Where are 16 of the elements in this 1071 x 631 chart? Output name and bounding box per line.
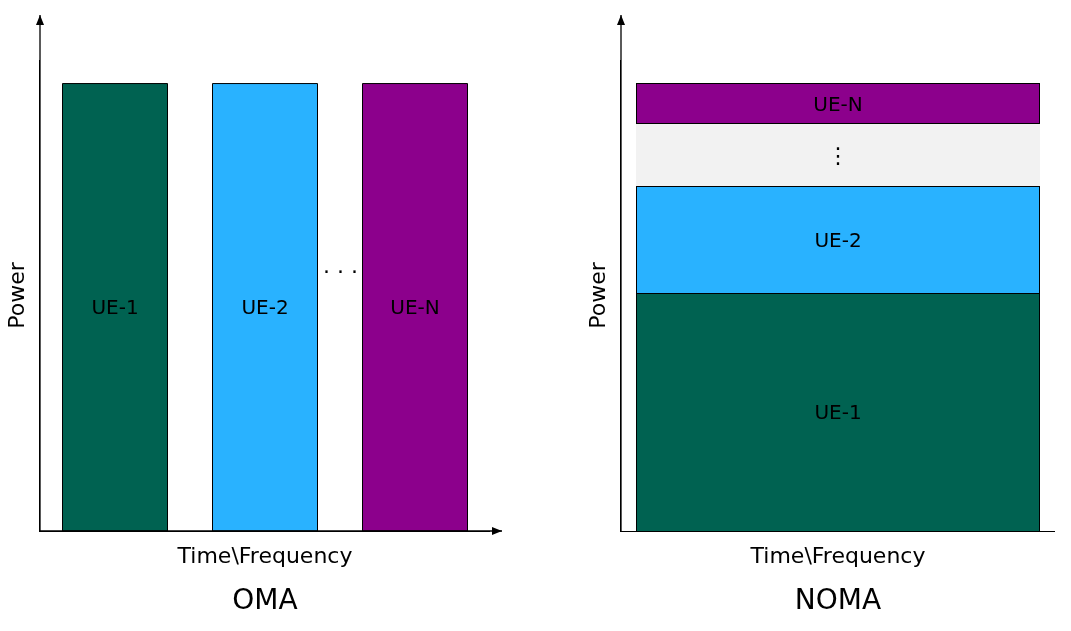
x-axis-title: Time\Frequency	[749, 543, 926, 569]
y-axis-title: Power	[3, 261, 29, 329]
annotation: ⋮	[827, 143, 849, 168]
category-label: UE-N	[390, 295, 440, 320]
bar	[635, 83, 1041, 125]
annotation: · · ·	[323, 259, 358, 284]
series-label: UE-N	[813, 91, 863, 116]
series-label: UE-2	[814, 228, 862, 253]
y-axis-title: Power	[584, 261, 610, 329]
bar	[636, 123, 1040, 187]
text: OMA	[232, 582, 298, 616]
x-axis-title: Time\Frequency	[176, 543, 353, 569]
text: NOMA	[794, 582, 882, 616]
category-label: UE-1	[91, 295, 139, 320]
category-label: UE-2	[241, 295, 289, 320]
series-label: UE-1	[814, 400, 862, 425]
